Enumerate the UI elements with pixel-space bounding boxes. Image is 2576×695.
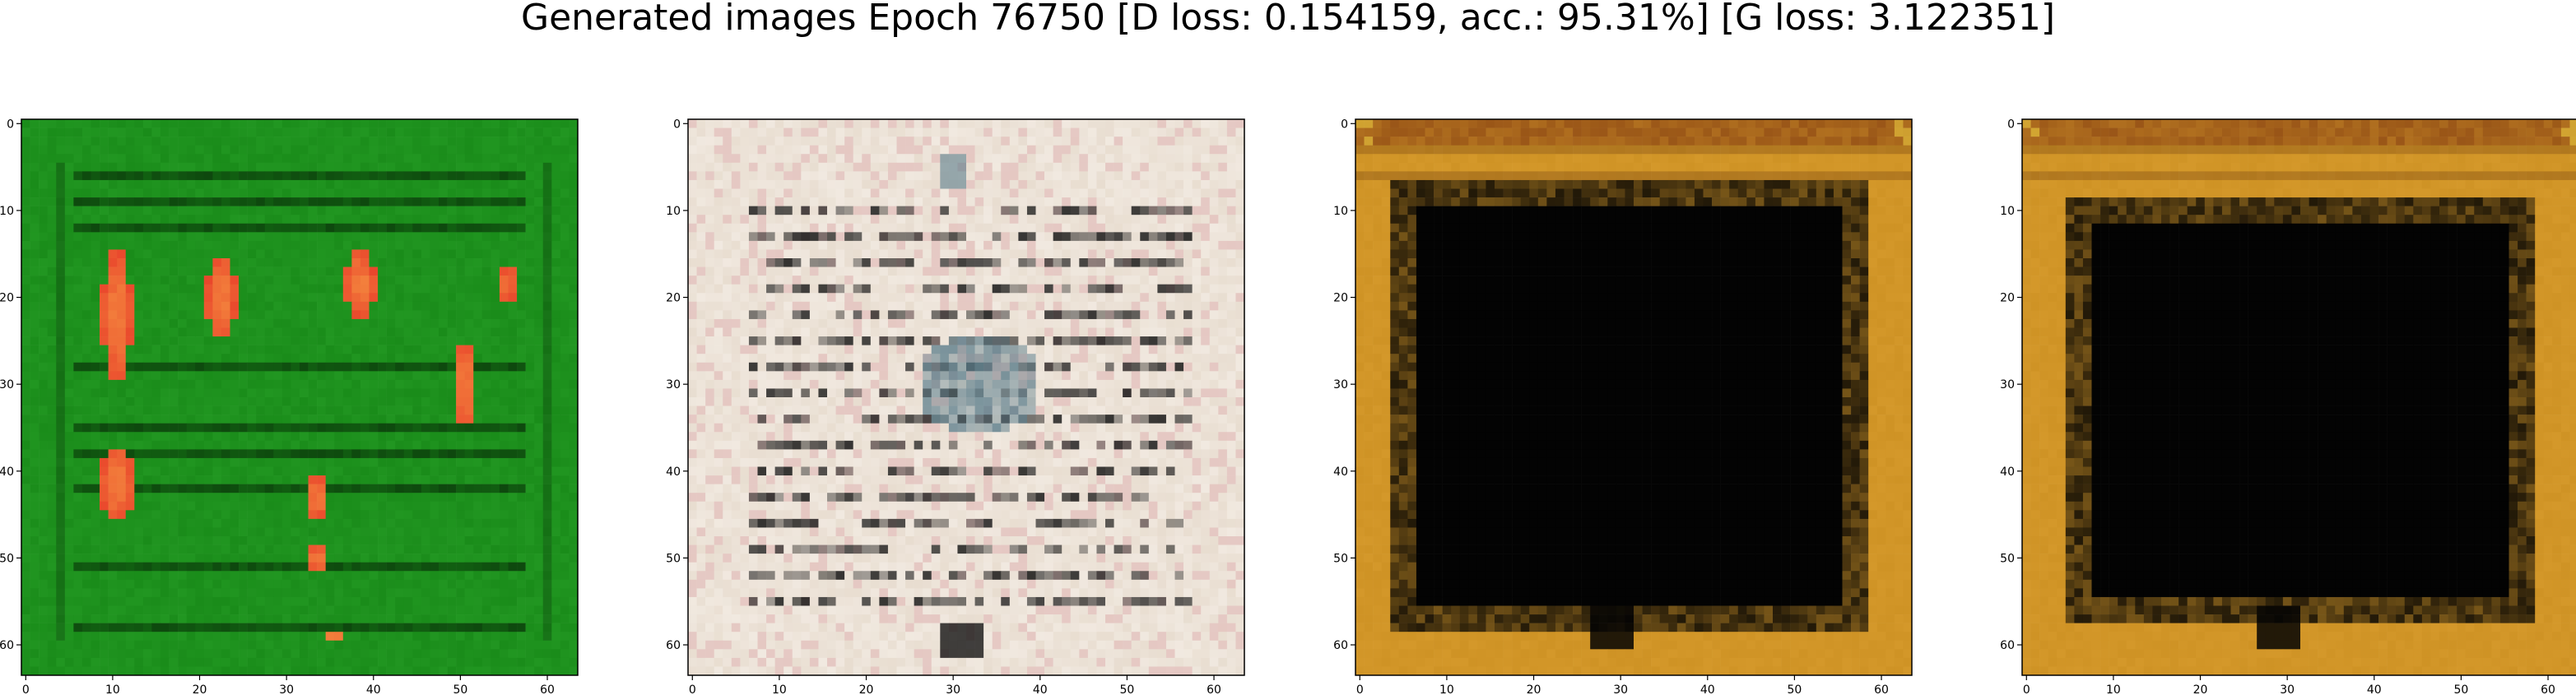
y-tick-label: 0 <box>673 118 681 131</box>
y-tick-label: 40 <box>0 466 14 479</box>
image-axes-4: 0 10 20 30 40 50 60 0 10 20 30 40 50 60 <box>2000 118 2576 695</box>
x-tick-label: 10 <box>2106 683 2121 695</box>
x-tick-label: 60 <box>540 683 555 695</box>
generated-image-2: 0 10 20 30 40 50 60 0 10 20 30 40 50 60 <box>666 118 1245 695</box>
axes-frame <box>687 118 1245 676</box>
axes-frame <box>2021 118 2576 676</box>
y-tick-label: 0 <box>2007 118 2015 131</box>
x-tick-label: 0 <box>1356 683 1364 695</box>
x-tick-label: 50 <box>1787 683 1802 695</box>
y-tick-label: 50 <box>666 552 681 565</box>
y-tick-label: 20 <box>1333 292 1348 305</box>
y-tick-label: 20 <box>666 292 681 305</box>
x-tick-label: 10 <box>1439 683 1454 695</box>
y-tick-label: 30 <box>1333 378 1348 392</box>
x-tick-label: 0 <box>22 683 30 695</box>
x-tick-label: 30 <box>1613 683 1628 695</box>
x-tick-label: 0 <box>689 683 696 695</box>
y-tick-label: 30 <box>0 378 14 392</box>
x-tick-label: 10 <box>105 683 120 695</box>
y-tick-label: 30 <box>666 378 681 392</box>
image-pixels <box>1355 119 1913 676</box>
image-pixels <box>2022 119 2576 676</box>
y-tick-label: 20 <box>2000 292 2015 305</box>
x-tick-label: 50 <box>1119 683 1134 695</box>
x-tick-label: 30 <box>2280 683 2295 695</box>
y-tick-label: 20 <box>0 292 14 305</box>
y-tick-label: 40 <box>666 466 681 479</box>
x-tick-label: 60 <box>1874 683 1889 695</box>
generated-image-3: 0 10 20 30 40 50 60 0 10 20 30 40 50 60 <box>1333 118 1913 695</box>
x-tick-label: 20 <box>1527 683 1541 695</box>
y-tick-label: 10 <box>666 205 681 218</box>
x-tick-label: 40 <box>1700 683 1715 695</box>
x-tick-label: 50 <box>453 683 467 695</box>
x-tick-label: 60 <box>1207 683 1221 695</box>
y-tick-label: 60 <box>1333 639 1348 652</box>
x-tick-label: 40 <box>2367 683 2382 695</box>
x-tick-label: 20 <box>2193 683 2208 695</box>
x-tick-label: 50 <box>2453 683 2468 695</box>
image-axes-2: 0 10 20 30 40 50 60 0 10 20 30 40 50 60 <box>666 118 1245 695</box>
y-tick-label: 40 <box>1333 466 1348 479</box>
x-tick-label: 60 <box>2541 683 2555 695</box>
x-tick-label: 20 <box>859 683 874 695</box>
image-pixels <box>21 119 579 676</box>
x-tick-label: 20 <box>193 683 207 695</box>
generated-image-1: 0 10 20 30 40 50 60 0 10 20 30 40 50 60 <box>0 118 579 695</box>
y-tick-label: 60 <box>2000 639 2015 652</box>
x-tick-label: 40 <box>1033 683 1048 695</box>
x-tick-label: 30 <box>946 683 960 695</box>
y-tick-label: 40 <box>2000 466 2015 479</box>
y-tick-label: 60 <box>666 639 681 652</box>
x-tick-label: 30 <box>279 683 294 695</box>
x-tick-label: 0 <box>2023 683 2030 695</box>
image-pixels <box>688 119 1245 676</box>
figure-title: Generated images Epoch 76750 [D loss: 0.… <box>520 0 2056 39</box>
y-tick-label: 30 <box>2000 378 2015 392</box>
y-tick-label: 60 <box>0 639 14 652</box>
y-tick-label: 50 <box>2000 552 2015 565</box>
axes-frame <box>21 118 579 676</box>
image-axes-1: 0 10 20 30 40 50 60 0 10 20 30 40 50 60 <box>0 118 579 695</box>
image-axes-3: 0 10 20 30 40 50 60 0 10 20 30 40 50 60 <box>1333 118 1913 695</box>
y-tick-label: 50 <box>0 552 14 565</box>
y-tick-label: 0 <box>1341 118 1348 131</box>
y-tick-label: 0 <box>7 118 14 131</box>
y-tick-label: 50 <box>1333 552 1348 565</box>
generated-image-4: 0 10 20 30 40 50 60 0 10 20 30 40 50 60 <box>2000 118 2576 695</box>
axes-frame <box>1355 118 1913 676</box>
y-tick-label: 10 <box>2000 205 2015 218</box>
y-tick-label: 10 <box>0 205 14 218</box>
x-tick-label: 10 <box>772 683 787 695</box>
x-tick-label: 40 <box>366 683 381 695</box>
y-tick-label: 10 <box>1333 205 1348 218</box>
